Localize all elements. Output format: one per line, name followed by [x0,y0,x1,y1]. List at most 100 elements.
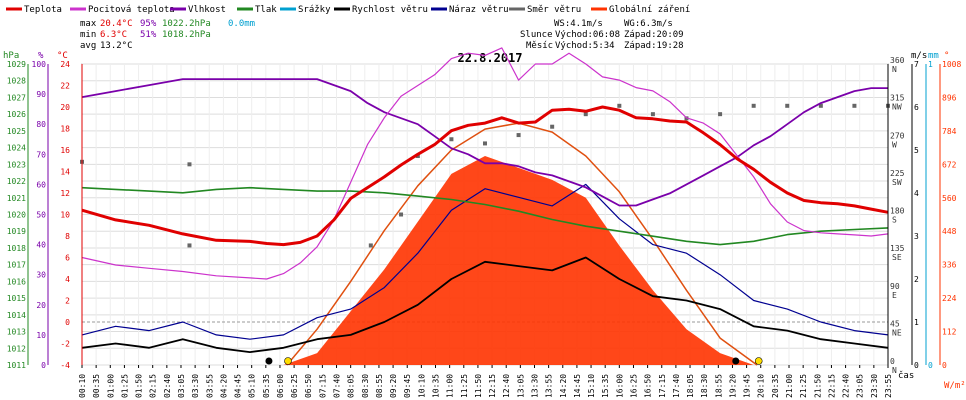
tick-direction-compass: NE [892,328,902,337]
tick-time: 18:05 [686,374,695,398]
tick-radiation: 224 [942,294,957,303]
stat-min-label: min [80,30,96,40]
tick-direction-deg: 315 [890,94,905,103]
sunrise: Východ:06:08 [555,30,620,40]
tick-pressure: 1014 [7,311,26,320]
tick-direction-compass: E [892,291,897,300]
axes: 1011101210131014101510161017101810191020… [7,56,962,398]
wind-direction-point [550,124,555,129]
tick-radiation: 896 [942,93,957,102]
legend-item-rain: Srážky [298,5,331,15]
tick-time: 19:45 [743,374,752,398]
tick-time: 16:25 [629,374,638,398]
tick-time: 08:55 [375,374,384,398]
tick-time: 01:00 [106,374,115,398]
tick-time: 15:10 [587,374,596,398]
tick-direction-deg: 45 [890,319,900,328]
tick-humidity: 100 [32,60,47,69]
tick-time: 13:30 [530,374,539,398]
tick-direction-deg: 0 [890,357,895,366]
legend-item-wind-gust: Náraz větru [449,5,509,15]
tick-time: 00:35 [92,374,101,398]
unit-mm: mm [928,51,939,61]
tick-time: 13:05 [516,374,525,398]
moon-label: Měsíc [526,41,553,51]
sun-label: Slunce [520,30,553,40]
moonset: Západ:19:28 [624,41,684,51]
tick-direction-deg: 135 [890,244,905,253]
tick-time: 01:25 [120,374,129,398]
tick-time: 12:15 [488,374,497,398]
unit-percent: % [38,51,44,61]
tick-temperature: 6 [65,254,70,263]
tick-direction-deg: 225 [890,169,905,178]
tick-pressure: 1023 [7,160,26,169]
tick-time: 21:00 [785,374,794,398]
stat-max-label: max [80,19,97,29]
tick-temperature: 10 [60,211,70,220]
stats: max 20.4°C 95% 1022.2hPa 0.0mm min 6.3°C… [80,19,684,51]
tick-direction-deg: 90 [890,282,900,291]
series-wind-speed [81,256,889,353]
tick-time: 14:20 [559,374,568,398]
tick-time: 06:50 [304,374,313,398]
legend-item-wind-speed: Rychlost větru [352,5,428,15]
tick-time: 16:00 [615,374,624,398]
tick-temperature: 20 [60,103,70,112]
tick-time: 07:15 [318,374,327,398]
tick-pressure: 1013 [7,328,26,337]
tick-time: 10:35 [432,374,441,398]
unit-deg: ° [944,51,949,61]
legend-item-radiation: Globální záření [609,5,690,15]
legend-item-humidity: Vlhkost [188,5,226,15]
moonrise-marker [265,357,273,365]
tick-time: 06:00 [276,374,285,398]
tick-pressure: 1026 [7,110,26,119]
tick-time: 07:40 [333,374,342,398]
tick-time: 11:50 [474,374,483,398]
wind-direction-point [852,103,857,108]
tick-temperature: 14 [60,168,70,177]
tick-time: 18:30 [700,374,709,398]
tick-time: 09:20 [389,374,398,398]
tick-direction-compass: W [892,140,897,149]
tick-pressure: 1029 [7,60,26,69]
plot-area [80,47,890,366]
tick-rain: 1 [928,60,933,69]
tick-time: 23:30 [870,374,879,398]
tick-humidity: 80 [36,120,46,129]
wind-direction-point [187,243,192,248]
tick-time: 00:10 [78,374,87,398]
tick-time: 17:40 [672,374,681,398]
tick-humidity: 90 [36,90,46,99]
tick-time: 17:15 [658,374,667,398]
tick-time: 12:40 [502,374,511,398]
tick-time: 09:45 [403,374,412,398]
wind-direction-point [516,133,521,138]
tick-time: 05:10 [248,374,257,398]
tick-wind-speed: 1 [914,318,919,327]
tick-pressure: 1024 [7,144,26,153]
tick-direction-deg: 270 [890,131,905,140]
tick-pressure: 1028 [7,77,26,86]
wind-direction-point [617,103,622,108]
tick-wind-speed: 7 [914,60,919,69]
tick-radiation: 672 [942,160,957,169]
tick-temperature: 8 [65,232,70,241]
tick-wind-speed: 6 [914,103,919,112]
tick-humidity: 30 [36,271,46,280]
tick-radiation: 0 [942,361,947,370]
stat-max-temp: 20.4°C [100,19,133,29]
tick-time: 23:05 [856,374,865,398]
tick-temperature: 2 [65,297,70,306]
tick-direction-compass: SE [892,253,902,262]
tick-direction-deg: 180 [890,207,905,216]
tick-time: 05:35 [262,374,271,398]
sunset: Západ:20:09 [624,30,684,40]
tick-time: 03:30 [191,374,200,398]
tick-humidity: 60 [36,180,46,189]
stat-min-temp: 6.3°C [100,30,127,40]
tick-humidity: 70 [36,150,46,159]
series-pressure [81,186,889,246]
tick-time: 22:40 [842,374,851,398]
